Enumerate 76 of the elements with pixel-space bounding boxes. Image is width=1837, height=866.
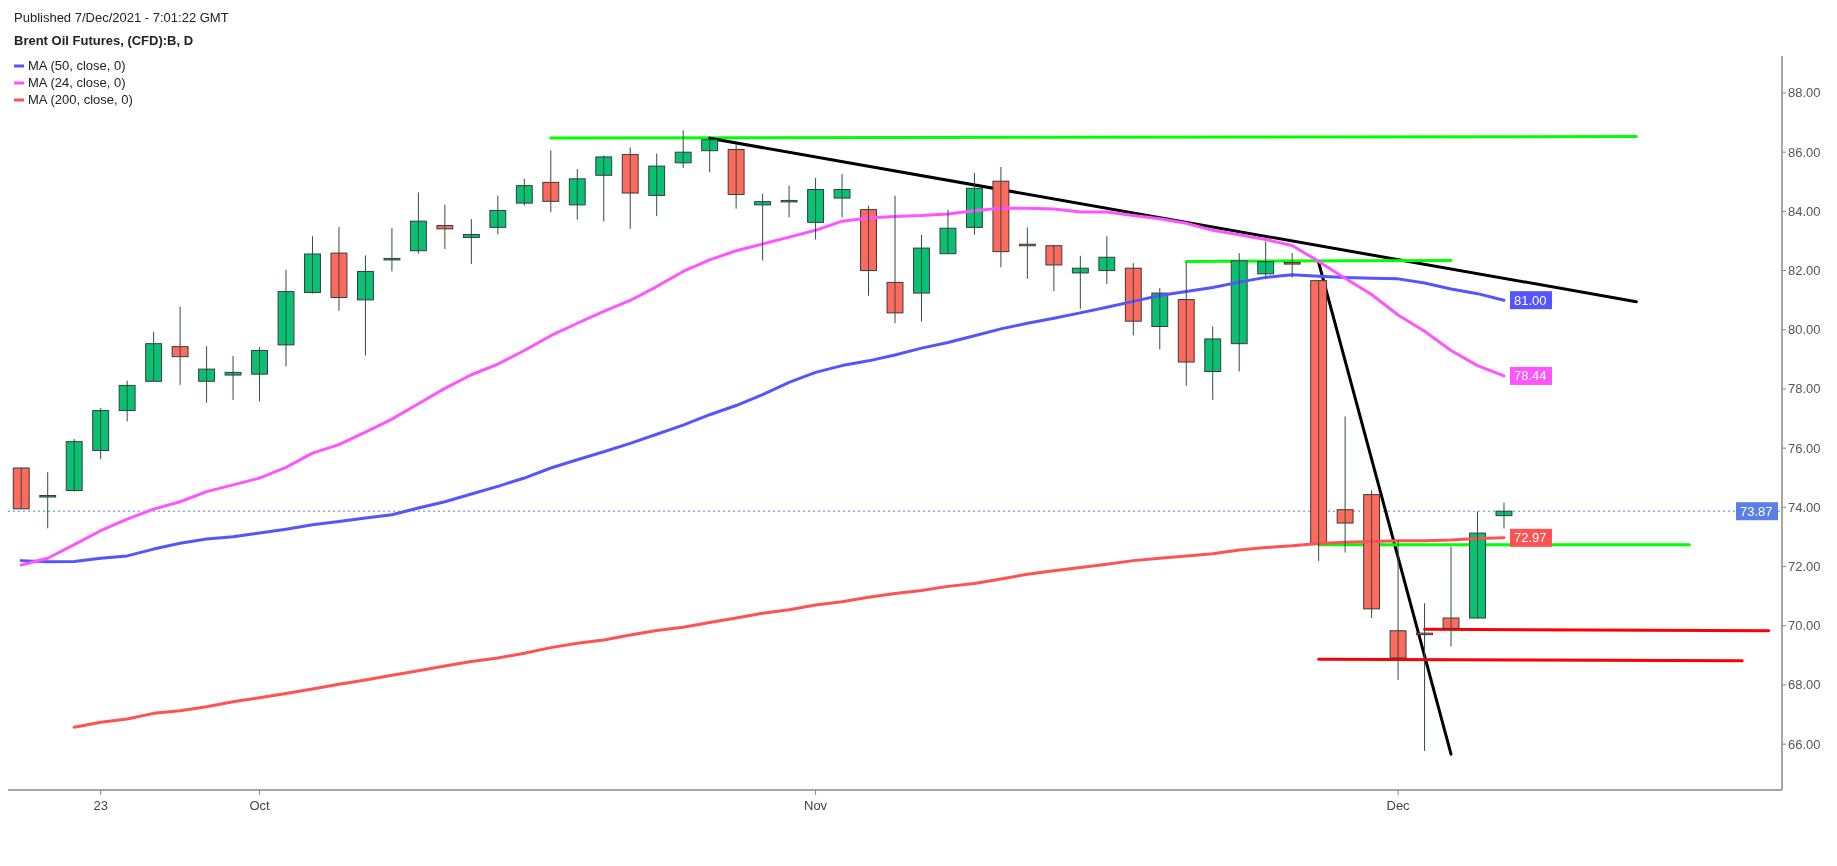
x-tick-label: 23 xyxy=(93,798,108,813)
candlestick xyxy=(1098,235,1116,285)
x-tick-label: Dec xyxy=(1386,798,1411,813)
line-series xyxy=(19,206,1506,567)
y-tick-label: 86.00 xyxy=(1788,144,1821,160)
candlestick xyxy=(886,195,904,324)
candlestick xyxy=(992,166,1010,268)
candlestick xyxy=(145,331,163,382)
candlestick xyxy=(462,218,480,265)
candlestick xyxy=(304,235,321,295)
y-tick-label: 74.00 xyxy=(1788,499,1821,515)
candlestick xyxy=(224,355,242,401)
y-tick-label: 70.00 xyxy=(1788,618,1821,634)
candlestick xyxy=(1389,540,1407,681)
y-tick-label: 84.00 xyxy=(1788,203,1821,219)
candlestick xyxy=(568,168,586,221)
y-tick-label: 88.00 xyxy=(1788,85,1821,101)
chart-title: Brent Oil Futures, (CFD):B, D xyxy=(14,33,194,48)
x-tick-label: Nov xyxy=(804,798,828,813)
candlestick xyxy=(198,345,216,404)
candlestick xyxy=(701,135,719,173)
candlestick xyxy=(39,471,57,529)
candlestick xyxy=(780,185,798,218)
candlestick xyxy=(913,234,930,322)
data-label: 72.97 xyxy=(1513,530,1547,546)
candlestick xyxy=(833,173,851,218)
y-tick-label: 76.00 xyxy=(1788,440,1821,456)
candlestick xyxy=(515,178,533,206)
y-tick-label: 82.00 xyxy=(1788,263,1821,279)
candlestick xyxy=(357,254,374,357)
legend-label: MA (200, close, 0) xyxy=(28,92,133,107)
data-label: 78.44 xyxy=(1513,368,1547,384)
candlestick xyxy=(807,177,825,240)
candlestick xyxy=(330,226,348,312)
data-label: 81.00 xyxy=(1513,292,1547,308)
legend-label: MA (24, close, 0) xyxy=(28,75,126,90)
candlestick xyxy=(277,269,295,367)
candlestick xyxy=(1310,280,1328,562)
y-tick-label: 68.00 xyxy=(1788,677,1821,693)
candlestick xyxy=(1204,326,1222,401)
candlestick xyxy=(12,467,30,510)
candlestick xyxy=(1071,255,1089,310)
text: Published 7/Dec/2021 - 7:01:22 GMT xyxy=(14,10,229,25)
candlestick xyxy=(1442,546,1460,647)
candlestick xyxy=(489,195,507,235)
candlestick xyxy=(409,191,427,255)
candlestick xyxy=(1336,415,1354,554)
legend-label: MA (50, close, 0) xyxy=(28,58,126,73)
line-series xyxy=(19,273,1506,564)
candlestick xyxy=(754,193,772,262)
candlestick xyxy=(939,209,957,255)
candlestick xyxy=(674,129,692,169)
candlestick xyxy=(648,153,666,217)
candlestick xyxy=(621,146,639,230)
candlestick xyxy=(542,149,560,213)
candlestick xyxy=(595,154,613,222)
ref-line-label: 73.87 xyxy=(1740,503,1773,519)
candlestick xyxy=(251,346,268,402)
candlestick xyxy=(1283,252,1301,278)
candlestick xyxy=(92,407,110,460)
candlestick xyxy=(1363,489,1381,619)
candlestick xyxy=(1177,261,1195,387)
candlestick xyxy=(1257,241,1275,277)
y-tick-label: 72.00 xyxy=(1788,559,1821,575)
y-tick-label: 66.00 xyxy=(1788,736,1821,752)
candlestick xyxy=(1416,602,1433,752)
candlestick xyxy=(1469,510,1486,619)
y-tick-label: 80.00 xyxy=(1788,322,1821,338)
candlestick xyxy=(1045,244,1063,292)
x-tick-label: Oct xyxy=(249,798,271,813)
line-series xyxy=(72,536,1506,729)
candlestick xyxy=(1230,252,1248,372)
candlestick xyxy=(860,205,877,297)
y-tick-label: 78.00 xyxy=(1788,381,1821,397)
candlestick xyxy=(65,438,83,493)
candlestick xyxy=(383,227,401,272)
